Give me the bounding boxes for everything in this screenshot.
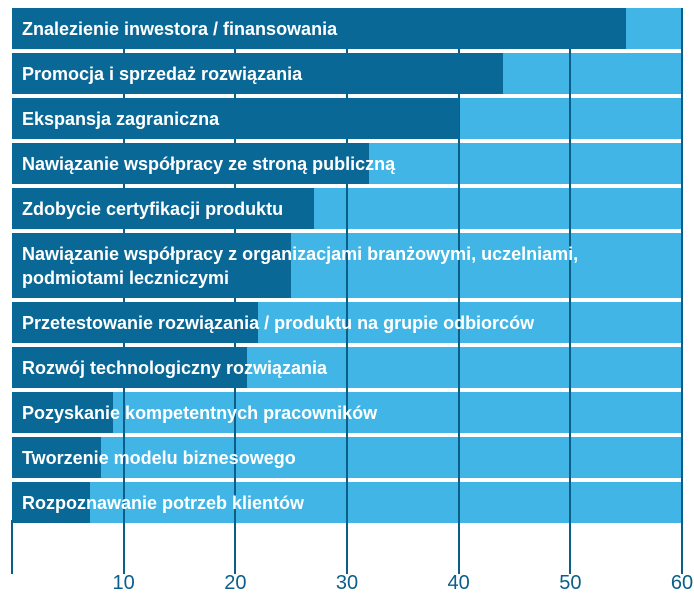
bar-row: Tworzenie modelu biznesowego [12, 437, 682, 478]
bar [12, 188, 314, 229]
bar-label: Tworzenie modelu biznesowego [22, 448, 296, 468]
bar-row: Przetestowanie rozwiązania / produktu na… [12, 302, 682, 343]
bar-row: Pozyskanie kompetentnych pracowników [12, 392, 682, 433]
bar-label: Rozpoznawanie potrzeb klientów [22, 493, 305, 513]
bar-label: Zdobycie certyfikacji produktu [22, 199, 284, 219]
grid-line [457, 8, 460, 574]
bar-row: Rozpoznawanie potrzeb klientów [12, 482, 682, 523]
bar [12, 233, 292, 298]
x-tick-label: 40 [447, 572, 470, 594]
bar-label: Przetestowanie rozwiązania / produktu na… [22, 313, 535, 333]
bar-label: Nawiązanie współpracy ze stroną publiczn… [22, 154, 396, 174]
bar-row: Znalezienie inwestora / finansowania [12, 8, 682, 49]
grid-line [346, 8, 348, 574]
bar-row: Ekspansja zagraniczna [12, 98, 682, 139]
bar [12, 392, 113, 433]
bar-label: Znalezienie inwestora / finansowania [22, 19, 338, 39]
bar-label: Ekspansja zagraniczna [22, 109, 220, 129]
bar-label: Promocja i sprzedaż rozwiązania [22, 64, 303, 84]
bar [12, 143, 370, 184]
bar-row: Nawiązanie współpracy z organizacjami br… [12, 233, 682, 298]
bar [12, 302, 258, 343]
grid-line [681, 8, 683, 574]
x-tick-label: 50 [559, 572, 582, 594]
bar [12, 8, 627, 49]
bar [12, 347, 247, 388]
bar-row: Rozwój technologiczny rozwiązania [12, 347, 682, 388]
grid-line [569, 8, 572, 574]
x-tick-label: 30 [335, 572, 359, 594]
bar-row: Nawiązanie współpracy ze stroną publiczn… [12, 143, 682, 184]
bar-label: Nawiązanie współpracy z organizacjami br… [22, 244, 579, 288]
bar [12, 98, 459, 139]
axis-line [11, 520, 13, 574]
bar-label: Rozwój technologiczny rozwiązania [22, 358, 328, 378]
x-tick-label: 10 [112, 572, 135, 594]
bar-row: Zdobycie certyfikacji produktu [12, 188, 682, 229]
x-tick-label: 60 [670, 572, 694, 594]
bar-row: Promocja i sprzedaż rozwiązania [12, 53, 682, 94]
rows: Znalezienie inwestora / finansowania Prom… [12, 8, 682, 523]
bar [12, 53, 504, 94]
bar-label: Pozyskanie kompetentnych pracowników [22, 403, 378, 423]
x-tick-label: 20 [224, 572, 247, 594]
bar [12, 482, 91, 523]
bar [12, 437, 102, 478]
